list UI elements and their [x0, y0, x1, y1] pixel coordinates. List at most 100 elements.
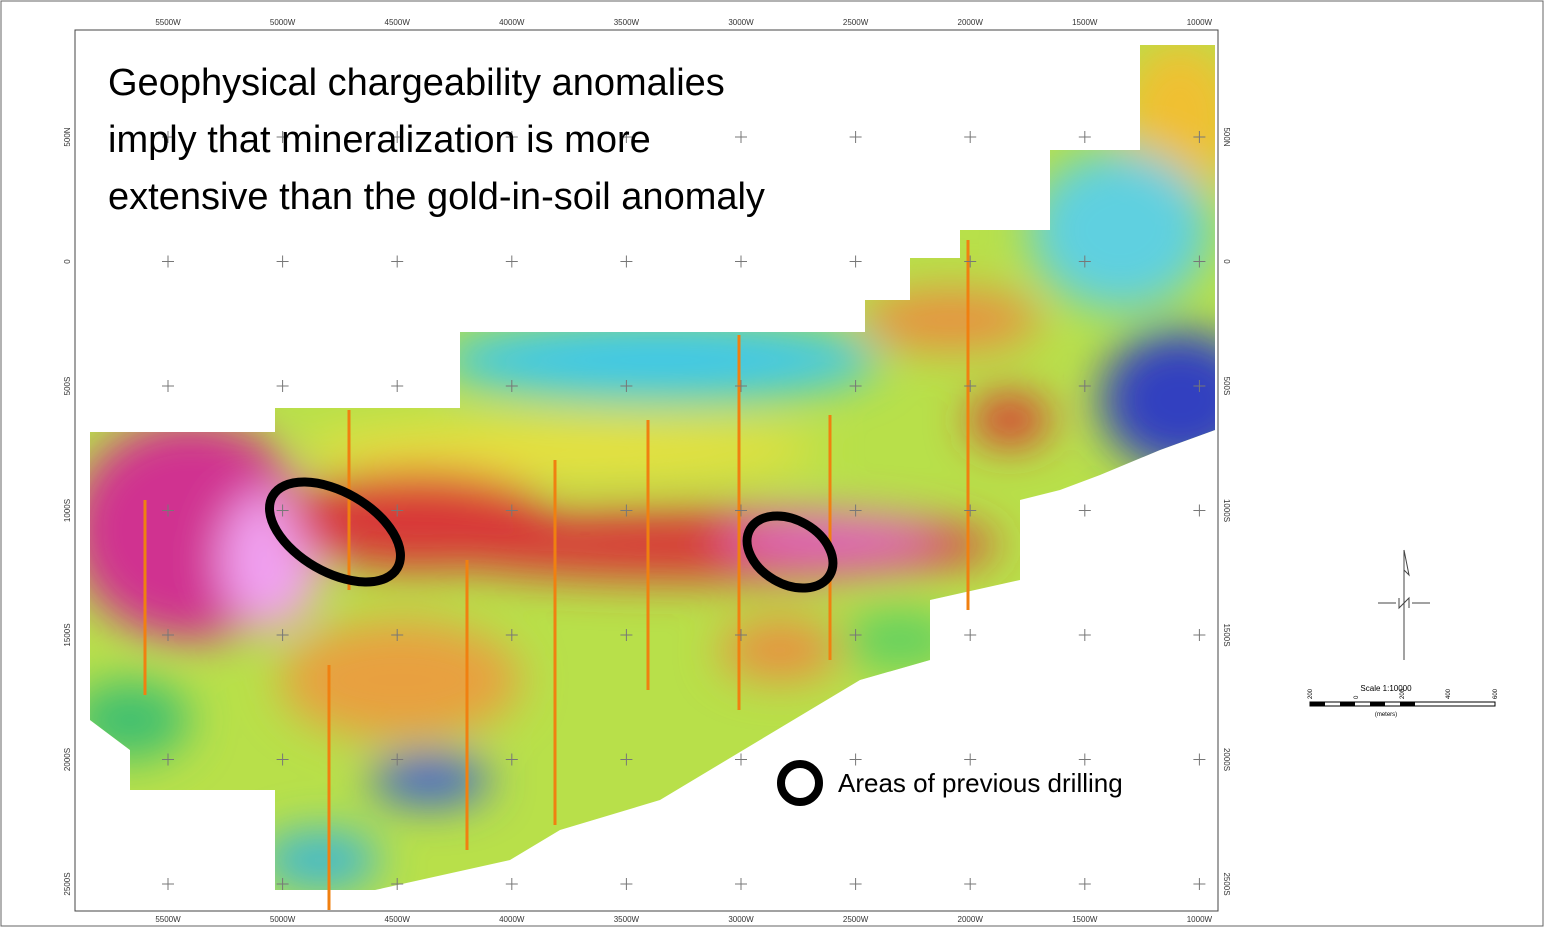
y-axis-label: 2000S [63, 748, 72, 771]
grid-cross [276, 380, 289, 392]
grid-cross [276, 255, 289, 268]
grid-cross [162, 878, 174, 890]
legend-symbol [777, 760, 823, 806]
grid-cross [505, 504, 518, 517]
scale-tick-label: 0 [1354, 695, 1360, 699]
grid-cross [964, 753, 977, 766]
x-axis-label: 5000W [270, 18, 296, 27]
x-axis-label: 5000W [270, 915, 296, 924]
grid-cross [391, 131, 404, 143]
x-axis-label: 2000W [958, 18, 984, 27]
x-axis-label: 1500W [1072, 18, 1098, 27]
y-axis-label: 500N [1222, 127, 1231, 146]
title-line: Geophysical chargeability anomalies [108, 62, 725, 104]
grid-cross [620, 753, 633, 766]
grid-cross [735, 504, 747, 517]
drilling-area [742, 511, 838, 593]
grid-cross [735, 131, 747, 143]
grid-cross [391, 878, 404, 890]
x-axis-label: 2500W [843, 915, 869, 924]
grid-cross [162, 753, 174, 766]
x-axis-label: 1000W [1187, 915, 1213, 924]
grid-cross [1078, 131, 1091, 143]
grid-cross [849, 255, 862, 268]
y-axis-label: 1500S [1222, 623, 1231, 646]
grid-cross [162, 629, 174, 641]
grid-cross [276, 753, 289, 766]
grid-cross [276, 629, 289, 641]
y-axis-label: 2500S [63, 872, 72, 895]
grid-cross [391, 629, 404, 641]
grid-cross [849, 753, 862, 766]
grid-cross [1078, 629, 1091, 641]
grid-crosses [162, 131, 1206, 890]
grid-cross [849, 131, 862, 143]
grid-cross [505, 753, 518, 766]
drilling-area [265, 477, 405, 587]
grid-cross [505, 380, 518, 392]
x-axis-label: 3000W [728, 18, 754, 27]
y-axis-label: 1500S [63, 623, 72, 646]
grid-cross [1193, 131, 1206, 143]
grid-cross [964, 131, 977, 143]
x-axis-label: 3000W [728, 915, 754, 924]
grid-cross [849, 629, 862, 641]
x-axis-label: 4500W [385, 18, 411, 27]
grid-cross [735, 380, 747, 392]
grid-cross [505, 629, 518, 641]
grid-cross [735, 255, 747, 268]
grid-cross [620, 131, 633, 143]
grid-cross [620, 380, 633, 392]
x-axis-label: 3500W [614, 915, 640, 924]
scale-bar [1309, 701, 1496, 707]
y-axis-label: 500S [63, 377, 72, 396]
x-axis-label: 4000W [499, 18, 525, 27]
scale-segment [1340, 702, 1355, 706]
grid-cross [1193, 380, 1206, 392]
x-axis-label: 2500W [843, 18, 869, 27]
x-axis-label: 2000W [958, 915, 984, 924]
x-axis-label: 5500W [155, 915, 181, 924]
legend-label: Areas of previous drilling [838, 768, 1123, 798]
grid-cross [162, 131, 174, 143]
grid-cross [391, 255, 404, 268]
scale-title: Scale 1:10000 [1360, 684, 1412, 693]
grid-cross [505, 878, 518, 890]
grid-cross [964, 380, 977, 392]
grid-cross [162, 380, 174, 392]
scale-segment [1400, 702, 1415, 706]
grid-cross [1193, 629, 1206, 641]
y-axis-label: 1000S [63, 499, 72, 522]
grid-cross [1078, 878, 1091, 890]
grid-cross [1078, 753, 1091, 766]
title-line: imply that mineralization is more [108, 119, 651, 161]
scale-tick-label: 600 [1493, 688, 1499, 699]
grid-cross [849, 380, 862, 392]
grid-cross [620, 878, 633, 890]
x-axis-label: 3500W [614, 18, 640, 27]
grid-cross [620, 504, 633, 517]
grid-cross [849, 504, 862, 517]
x-axis-label: 4000W [499, 915, 525, 924]
grid-cross [162, 255, 174, 268]
scale-segment [1370, 702, 1385, 706]
grid-cross [1078, 380, 1091, 392]
scale-tick-label: 400 [1446, 688, 1452, 699]
grid-cross [735, 629, 747, 641]
grid-cross [276, 878, 289, 890]
grid-cross [276, 131, 289, 143]
map-frame [74, 29, 1219, 912]
grid-cross [964, 629, 977, 641]
grid-cross [964, 504, 977, 517]
title-line: extensive than the gold-in-soil anomaly [108, 176, 765, 218]
grid-cross [735, 753, 747, 766]
grid-cross [1193, 504, 1206, 517]
grid-cross [620, 629, 633, 641]
y-axis-label: 0 [63, 259, 72, 264]
y-axis-label: 500S [1222, 377, 1231, 396]
grid-cross [1193, 753, 1206, 766]
grid-cross [391, 380, 404, 392]
grid-cross [964, 255, 977, 268]
